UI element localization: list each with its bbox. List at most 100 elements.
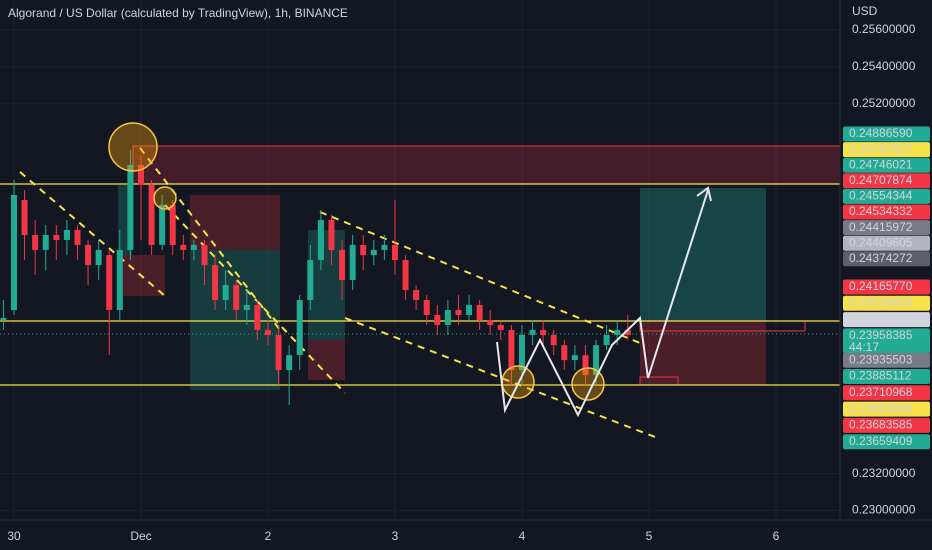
candle-body [603,334,610,346]
candle-body [624,329,631,335]
price-tag [843,401,930,417]
candle-body [243,305,250,311]
candle-body [169,205,176,245]
target-zone [308,230,345,340]
candle-body [529,329,536,335]
price-tag-label: 0.23885112 [849,369,912,383]
price-tag-label: 0.24415972 [849,220,913,234]
candle-body [391,244,398,261]
candle-body [381,244,388,250]
candle-body [593,345,600,376]
candle-body [190,244,197,250]
trendline [164,204,346,394]
candle-body [32,234,39,250]
candle-body [275,334,282,371]
candle-body [614,329,621,335]
candle-body [85,244,92,266]
price-tag-label: 0.24554344 [849,189,913,203]
candle-body [233,285,240,311]
stop-zone [190,195,280,250]
y-tick-label: 0.25600000 [852,22,916,36]
candle-body [307,260,314,301]
countdown: 44:17 [849,340,879,354]
stop-zone [308,340,345,380]
price-tag [843,142,930,158]
price-tag [843,173,930,189]
x-tick-label: 2 [265,529,272,543]
candle-body [95,249,102,266]
candle-body [10,195,17,311]
candle-body [444,310,451,325]
price-tag-label: 0.24886590 [849,126,913,140]
price-tag [843,126,930,142]
candle-body [148,185,155,245]
candle-body [571,355,578,361]
candle-body [349,244,356,281]
candle-body [423,300,430,315]
candle-body [466,305,473,315]
y-tick-label: 0.23200000 [852,466,916,480]
candle-body [0,317,7,320]
candle-body [476,305,483,320]
candle-body [328,219,335,250]
candle-body [137,165,144,186]
price-tag [843,369,930,384]
price-tag [843,188,930,204]
candle-body [339,249,346,281]
axis-unit: USD [852,4,878,18]
price-tag-label: 0.24028603 [849,312,913,326]
price-tag [843,251,930,267]
candle-body [63,229,70,240]
candle-body [317,219,324,261]
resistance-zone [132,145,841,185]
candle-body [222,285,229,301]
candle-body [42,234,49,250]
candle-body [116,249,123,311]
candle-body [180,244,187,250]
drawings [0,145,841,438]
price-tag-label: 0.24534332 [849,204,913,218]
grid [0,0,840,520]
candle-body [201,244,208,266]
candle-body [254,305,261,330]
price-axis [840,0,932,550]
chart-title: Algorand / US Dollar (calculated by Trad… [8,6,348,20]
price-tag-label: 0.24707874 [849,173,913,187]
price-tag [843,352,930,368]
price-tag-label: 0.23683585 [849,401,913,415]
price-tag [843,279,930,295]
candle-body [264,329,271,335]
highlight-circle [108,122,158,172]
w-pattern-path [496,189,709,418]
y-tick-label: 0.25200000 [852,96,916,110]
annotations [108,122,712,418]
price-tag-label: 0.24374272 [849,251,913,265]
price-tag [843,434,930,450]
candle-body [159,205,166,245]
candles [0,150,631,406]
price-tag [843,295,930,311]
price-tag [843,157,930,173]
candle-body [212,265,219,301]
price-tag-label: 0.24028603 [849,295,913,309]
candle-body [455,310,462,315]
x-tick-label: 30 [7,529,21,543]
candle-body [518,334,525,371]
candle-body [413,290,420,301]
price-tag [843,312,930,328]
candle-body [53,234,60,240]
price-tag-label: 0.23958385 [849,328,913,342]
long-target-zone [640,188,766,321]
candle-body [508,329,515,371]
axes: 0.25600000 0.25400000 0.25200000 0.23200000… [7,22,930,543]
candle-body [402,260,409,291]
price-tag-label: 0.24409605 [849,235,913,249]
price-tag-label: 0.23659409 [849,434,913,448]
candle-body [582,355,589,376]
candle-body [561,345,568,361]
price-tag [843,235,930,251]
price-tag-label: 0.24767927 [849,142,913,156]
price-tag [843,220,930,236]
